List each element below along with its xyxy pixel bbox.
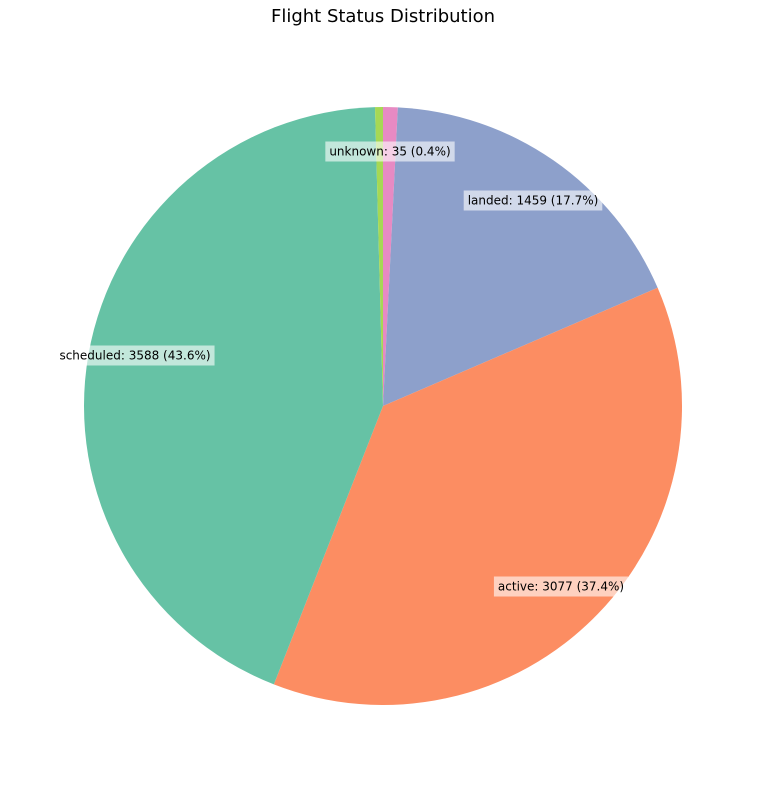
slice-label-background: [325, 141, 455, 162]
pie-slice-unknown: [375, 107, 383, 406]
slice-label-text: unknown: 35 (0.4%): [329, 145, 450, 159]
pie-slice-active: [273, 287, 683, 705]
slice-label-background: [493, 576, 629, 597]
pie-slice-scheduled: [84, 107, 383, 685]
slice-label-background: [463, 190, 603, 211]
slice-label-unknown: unknown: 35 (0.4%): [325, 141, 455, 162]
slice-label-text: active: 3077 (37.4%): [498, 580, 624, 594]
slice-label-text: landed: 1459 (17.7%): [468, 194, 599, 208]
pie-slice-landed: [383, 107, 658, 406]
slice-label-scheduled: scheduled: 3588 (43.6%): [55, 345, 215, 366]
slice-label-text: scheduled: 3588 (43.6%): [59, 349, 210, 363]
chart-title: Flight Status Distribution: [270, 6, 496, 27]
pie-slice-unlabeled: [383, 107, 398, 406]
slice-label-active: active: 3077 (37.4%): [493, 576, 629, 597]
slice-label-background: [55, 345, 215, 366]
slice-label-landed: landed: 1459 (17.7%): [463, 190, 603, 211]
